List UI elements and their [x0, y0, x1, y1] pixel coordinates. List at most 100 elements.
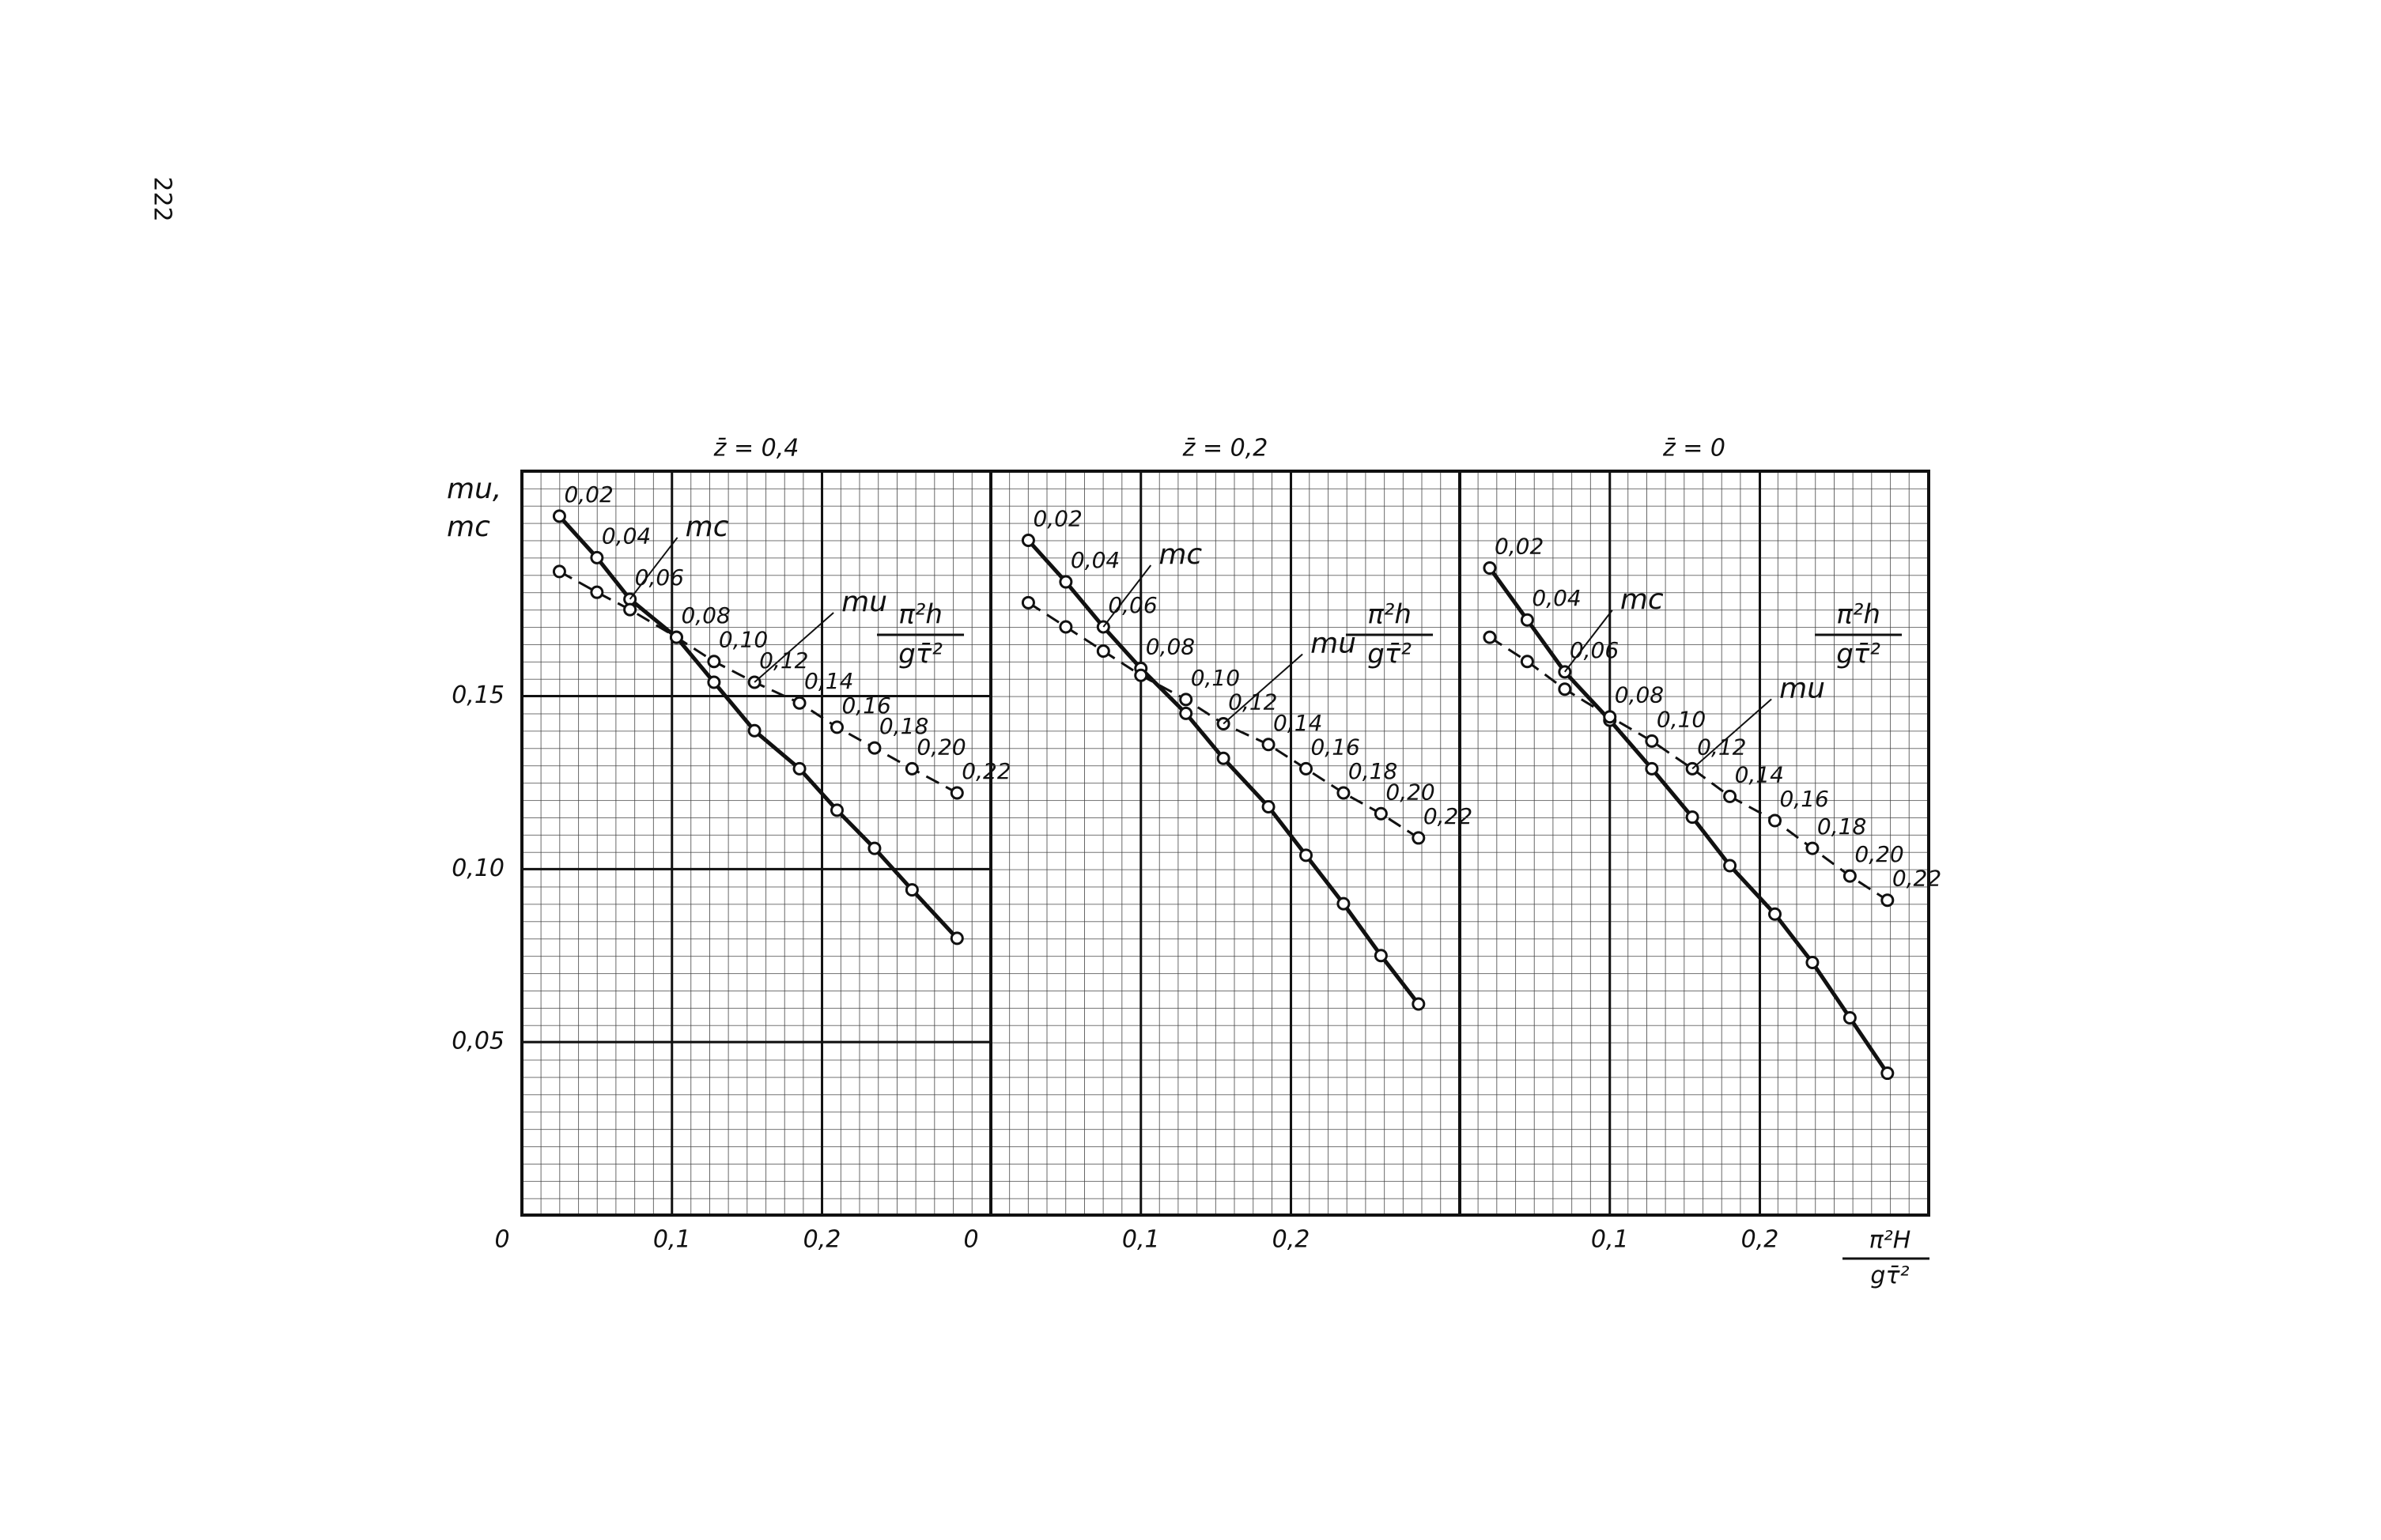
- data-point: [1096, 644, 1110, 659]
- data-point: [1723, 789, 1737, 803]
- point-label: 0,20: [916, 734, 966, 760]
- data-point: [950, 931, 964, 946]
- data-point: [1723, 859, 1737, 873]
- data-point: [1021, 595, 1035, 610]
- data-point: [707, 655, 721, 669]
- data-point: [747, 723, 762, 738]
- data-point: [1645, 734, 1659, 748]
- series-name: mu: [1779, 672, 1825, 704]
- data-point: [1179, 693, 1193, 707]
- y-axis-label: mu,: [447, 473, 501, 505]
- data-point: [623, 602, 637, 617]
- data-point: [1645, 761, 1659, 776]
- point-label: 0,04: [602, 523, 651, 549]
- series-name: mc: [686, 511, 729, 543]
- data-point: [1134, 668, 1148, 682]
- data-point: [1261, 800, 1276, 814]
- data-point: [1805, 841, 1820, 855]
- series-line: [1489, 636, 1888, 901]
- data-point: [867, 741, 882, 755]
- point-label: 0,10: [719, 627, 768, 653]
- point-label: 0,12: [1228, 689, 1277, 715]
- data-point: [905, 883, 919, 897]
- data-point: [1374, 806, 1388, 821]
- annotation: π²h: [898, 599, 943, 631]
- data-point: [1880, 893, 1895, 908]
- annotation: π²h: [1367, 599, 1412, 631]
- point-label: 0,22: [1892, 866, 1941, 892]
- point-label: 0,16: [841, 693, 890, 719]
- x-tick-label: 0,2: [1741, 1226, 1779, 1254]
- leader-line: [754, 612, 834, 683]
- data-point: [552, 509, 566, 523]
- leader-line: [1691, 698, 1772, 770]
- point-label: 0,04: [1532, 585, 1581, 611]
- series-name: mc: [1620, 583, 1664, 616]
- data-point: [867, 841, 882, 855]
- x-tick-label: 0,1: [1591, 1226, 1629, 1254]
- data-point: [707, 675, 721, 689]
- point-label: 0,10: [1191, 665, 1240, 691]
- data-point: [1767, 907, 1782, 921]
- data-point: [830, 803, 844, 817]
- data-point: [1767, 813, 1782, 828]
- x-tick-label: 0,2: [803, 1226, 841, 1254]
- data-point: [1336, 786, 1351, 800]
- x-axis-label: gτ̄²: [1870, 1263, 1909, 1290]
- data-point: [1336, 896, 1351, 911]
- data-point: [1298, 848, 1313, 862]
- point-label: 0,10: [1657, 706, 1706, 732]
- point-label: 0,14: [1273, 710, 1322, 736]
- data-point: [1412, 831, 1426, 845]
- x-tick-label: 0,1: [653, 1226, 691, 1254]
- point-label: 0,18: [879, 713, 928, 739]
- point-label: 0,02: [1033, 506, 1082, 532]
- x-tick-label: 0: [494, 1226, 509, 1254]
- data-point: [905, 761, 919, 776]
- y-axis-label: mc: [447, 511, 490, 543]
- point-label: 0,16: [1310, 734, 1359, 760]
- point-label: 0,08: [1146, 633, 1195, 659]
- data-point: [1685, 810, 1699, 825]
- point-label: 0,14: [1735, 761, 1784, 787]
- minor-grid: [522, 471, 991, 1215]
- annotation: gτ̄²: [1367, 639, 1412, 670]
- panel-title: z̄ = 0,4: [713, 435, 799, 462]
- data-point: [1520, 655, 1534, 669]
- minor-grid: [1460, 471, 1929, 1215]
- data-point: [1021, 534, 1035, 548]
- leader-line: [1102, 564, 1152, 628]
- annotation: gτ̄²: [1836, 639, 1880, 670]
- leader-line: [629, 537, 678, 600]
- data-point: [792, 696, 807, 710]
- series-name: mc: [1158, 538, 1202, 571]
- data-point: [1059, 620, 1073, 634]
- data-point: [1216, 751, 1230, 765]
- annotation: π²h: [1836, 599, 1880, 631]
- data-point: [1842, 869, 1857, 883]
- data-point: [1374, 949, 1388, 963]
- x-tick-label: 0,2: [1272, 1226, 1310, 1254]
- y-tick-label: 0,15: [452, 681, 505, 709]
- page-number: 222: [149, 176, 176, 221]
- data-point: [552, 564, 566, 579]
- data-point: [1483, 630, 1497, 644]
- x-tick-label: 0: [963, 1226, 978, 1254]
- data-point: [590, 550, 604, 564]
- point-label: 0,08: [681, 602, 730, 628]
- y-tick-label: 0,05: [452, 1028, 505, 1055]
- data-point: [1842, 1011, 1857, 1025]
- data-point: [1603, 710, 1617, 724]
- data-point: [1059, 575, 1073, 589]
- point-label: 0,08: [1615, 682, 1664, 708]
- data-point: [830, 720, 844, 734]
- x-axis-label: π²H: [1869, 1227, 1911, 1255]
- point-label: 0,02: [1495, 534, 1544, 560]
- point-label: 0,18: [1348, 758, 1397, 784]
- point-label: 0,02: [564, 481, 613, 508]
- data-point: [1880, 1066, 1895, 1081]
- data-point: [1261, 738, 1276, 752]
- point-label: 0,18: [1817, 813, 1866, 840]
- series-name: mu: [841, 586, 887, 618]
